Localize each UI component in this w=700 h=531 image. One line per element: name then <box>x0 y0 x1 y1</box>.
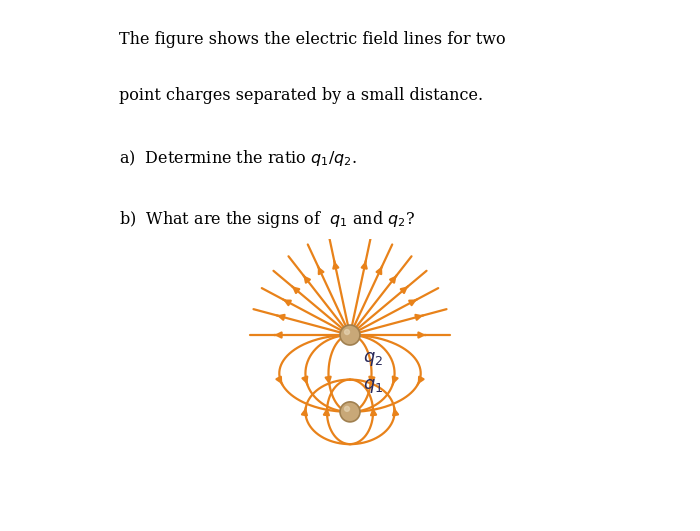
Text: point charges separated by a small distance.: point charges separated by a small dista… <box>119 87 483 104</box>
Circle shape <box>344 330 349 335</box>
Text: b)  What are the signs of  $q_1$ and $q_2$?: b) What are the signs of $q_1$ and $q_2$… <box>119 209 415 230</box>
Text: The figure shows the electric field lines for two: The figure shows the electric field line… <box>119 31 505 48</box>
Circle shape <box>340 325 360 345</box>
Text: a)  Determine the ratio $q_1/q_2$.: a) Determine the ratio $q_1/q_2$. <box>119 148 357 168</box>
Circle shape <box>340 402 360 422</box>
Text: $q_2$: $q_2$ <box>363 350 383 369</box>
Circle shape <box>344 406 349 412</box>
Text: $q_1$: $q_1$ <box>363 377 384 395</box>
